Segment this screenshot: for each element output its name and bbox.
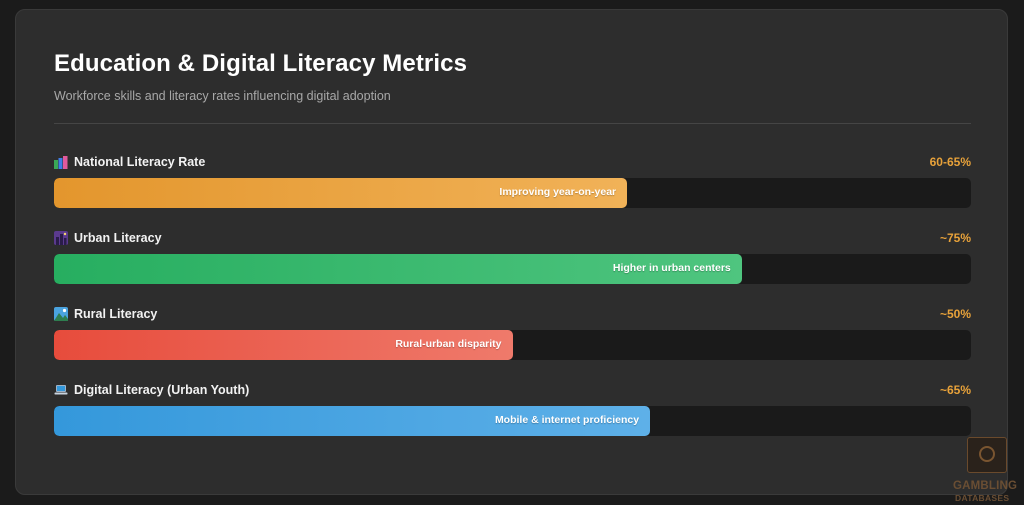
metric-digital-literacy: Digital Literacy (Urban Youth) ~65% Mobi… (54, 382, 971, 458)
laptop-icon (54, 383, 68, 397)
progress-track: Improving year-on-year (54, 178, 971, 208)
metric-value: ~65% (939, 383, 971, 397)
metric-label: Rural Literacy (74, 307, 158, 321)
progress-caption: Improving year-on-year (499, 186, 617, 198)
metrics-card: Education & Digital Literacy Metrics Wor… (15, 9, 1008, 495)
metric-label: Digital Literacy (Urban Youth) (74, 383, 250, 397)
metric-label: Urban Literacy (74, 231, 162, 245)
metric-urban-literacy: Urban Literacy ~75% Higher in urban cent… (54, 230, 971, 306)
progress-fill: Mobile & internet proficiency (54, 406, 651, 436)
progress-caption: Higher in urban centers (612, 262, 731, 274)
metric-header: National Literacy Rate 60-65% (54, 154, 971, 178)
metric-national-literacy: National Literacy Rate 60-65% Improving … (54, 154, 971, 230)
metric-value: ~75% (939, 231, 971, 245)
books-icon (54, 155, 68, 169)
progress-caption: Rural-urban disparity (395, 338, 502, 350)
progress-fill: Improving year-on-year (54, 178, 628, 208)
metric-label: National Literacy Rate (74, 155, 206, 169)
progress-caption: Mobile & internet proficiency (494, 414, 640, 426)
progress-track: Rural-urban disparity (54, 330, 971, 360)
watermark-logo: GAMBLING DATABASES (953, 437, 1024, 505)
metric-rural-literacy: Rural Literacy ~50% Rural-urban disparit… (54, 306, 971, 382)
progress-track: Mobile & internet proficiency (54, 406, 971, 436)
landscape-icon (54, 307, 68, 321)
watermark-text-secondary: DATABASES (955, 493, 1010, 503)
progress-fill: Rural-urban disparity (54, 330, 513, 360)
metrics-list: National Literacy Rate 60-65% Improving … (54, 154, 971, 458)
metric-header: Urban Literacy ~75% (54, 230, 971, 254)
metric-value: ~50% (939, 307, 971, 321)
page-subtitle: Workforce skills and literacy rates infl… (54, 89, 391, 103)
progress-fill: Higher in urban centers (54, 254, 742, 284)
watermark-text: GAMBLING (953, 480, 1018, 492)
page-title: Education & Digital Literacy Metrics (54, 50, 468, 77)
metric-header: Rural Literacy ~50% (54, 306, 971, 330)
city-night-icon (54, 231, 68, 245)
metric-header: Digital Literacy (Urban Youth) ~65% (54, 382, 971, 406)
watermark-badge-icon (967, 437, 1007, 473)
metric-value: 60-65% (929, 155, 971, 169)
progress-track: Higher in urban centers (54, 254, 971, 284)
header-divider (54, 123, 971, 124)
